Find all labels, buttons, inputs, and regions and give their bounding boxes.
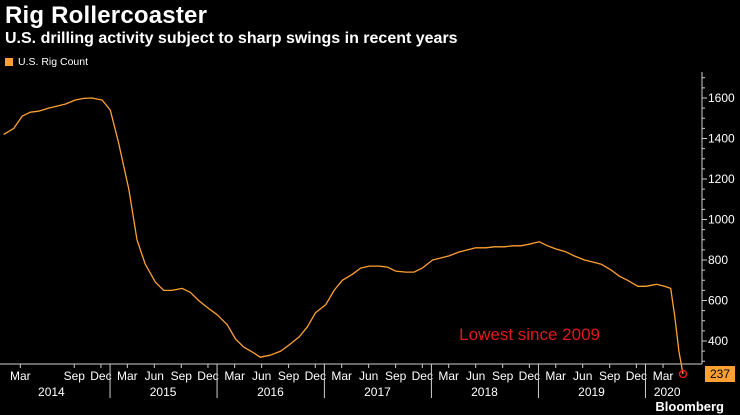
x-tick-label: Mar: [653, 369, 674, 383]
year-label: 2014: [38, 385, 65, 399]
x-tick-label: Dec: [412, 369, 433, 383]
series-line-rig-count: [3, 97, 684, 375]
x-tick-label: Dec: [626, 369, 647, 383]
x-tick-label: Jun: [359, 369, 378, 383]
x-tick-label: Dec: [519, 369, 540, 383]
year-label: 2020: [654, 385, 681, 399]
y-tick-label: 600: [708, 294, 728, 308]
y-tick-label: 1000: [708, 213, 735, 227]
y-tick-label: 400: [708, 334, 728, 348]
x-tick-label: Sep: [171, 369, 193, 383]
x-tick-label: Dec: [305, 369, 326, 383]
x-tick-label: Sep: [64, 369, 86, 383]
x-tick-label: Dec: [197, 369, 218, 383]
x-tick-label: Jun: [252, 369, 271, 383]
year-label: 2015: [150, 385, 177, 399]
x-tick-label: Sep: [385, 369, 407, 383]
x-tick-label: Jun: [573, 369, 592, 383]
chart-title: Rig Rollercoaster: [5, 2, 208, 29]
x-tick-label: Mar: [117, 369, 138, 383]
annotation-label: Lowest since 2009: [459, 325, 600, 344]
bloomberg-logo: Bloomberg: [655, 399, 724, 414]
x-tick-label: Sep: [599, 369, 621, 383]
year-label: 2016: [257, 385, 284, 399]
legend: U.S. Rig Count: [5, 56, 88, 68]
x-tick-label: Mar: [224, 369, 245, 383]
x-tick-label: Mar: [545, 369, 566, 383]
x-tick-label: Mar: [10, 369, 31, 383]
x-tick-label: Mar: [331, 369, 352, 383]
lowest-point-marker: [678, 369, 688, 379]
legend-label: U.S. Rig Count: [18, 56, 89, 68]
last-value-label: 237: [710, 367, 730, 381]
x-tick-label: Sep: [278, 369, 300, 383]
chart-subtitle: U.S. drilling activity subject to sharp …: [5, 30, 458, 47]
year-label: 2017: [364, 385, 391, 399]
year-label: 2019: [578, 385, 605, 399]
x-tick-label: Sep: [492, 369, 514, 383]
last-value-badge: [705, 366, 735, 383]
x-tick-label: Mar: [438, 369, 459, 383]
y-tick-label: 1600: [708, 91, 735, 105]
x-tick-label: Jun: [145, 369, 164, 383]
year-label: 2018: [471, 385, 498, 399]
y-tick-label: 1200: [708, 172, 735, 186]
x-tick-label: Jun: [466, 369, 485, 383]
legend-swatch: [5, 58, 13, 66]
x-tick-label: Dec: [90, 369, 111, 383]
y-tick-label: 800: [708, 253, 728, 267]
y-tick-label: 1400: [708, 132, 735, 146]
